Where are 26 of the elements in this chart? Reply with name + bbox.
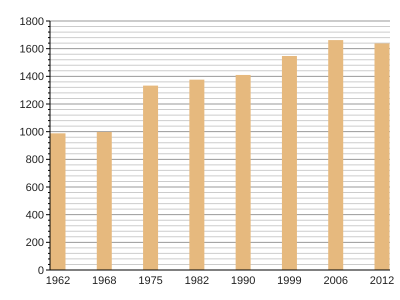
bar: [236, 74, 251, 270]
y-tick-label: 0: [38, 264, 44, 277]
x-tick-label: 1990: [230, 275, 256, 287]
bar: [374, 43, 390, 270]
x-tick-label: 2006: [323, 275, 348, 287]
x-tick-label: 1975: [138, 275, 163, 287]
bar: [96, 132, 112, 270]
y-tick-label: 200: [26, 237, 44, 250]
bar: [50, 133, 66, 270]
bar: [189, 80, 204, 270]
bar: [328, 40, 344, 270]
y-tick-label: 800: [26, 154, 44, 166]
x-tick-label: 1999: [277, 275, 302, 287]
x-tick-label: 1982: [184, 275, 210, 287]
bar: [143, 86, 158, 270]
y-tick-label: 400: [26, 210, 44, 222]
x-tick-label: 1968: [92, 275, 117, 287]
y-tick-label: 1000: [20, 126, 44, 139]
y-tick-label: 1600: [20, 44, 44, 56]
x-tick-label: 1962: [46, 275, 70, 287]
y-tick-label: 600: [26, 182, 44, 194]
y-tick-label: 1400: [20, 71, 44, 84]
x-tick-label: 2012: [370, 275, 394, 287]
y-tick-label: 1200: [20, 98, 44, 111]
y-tick-label: 1800: [20, 16, 44, 28]
bar: [282, 56, 297, 270]
